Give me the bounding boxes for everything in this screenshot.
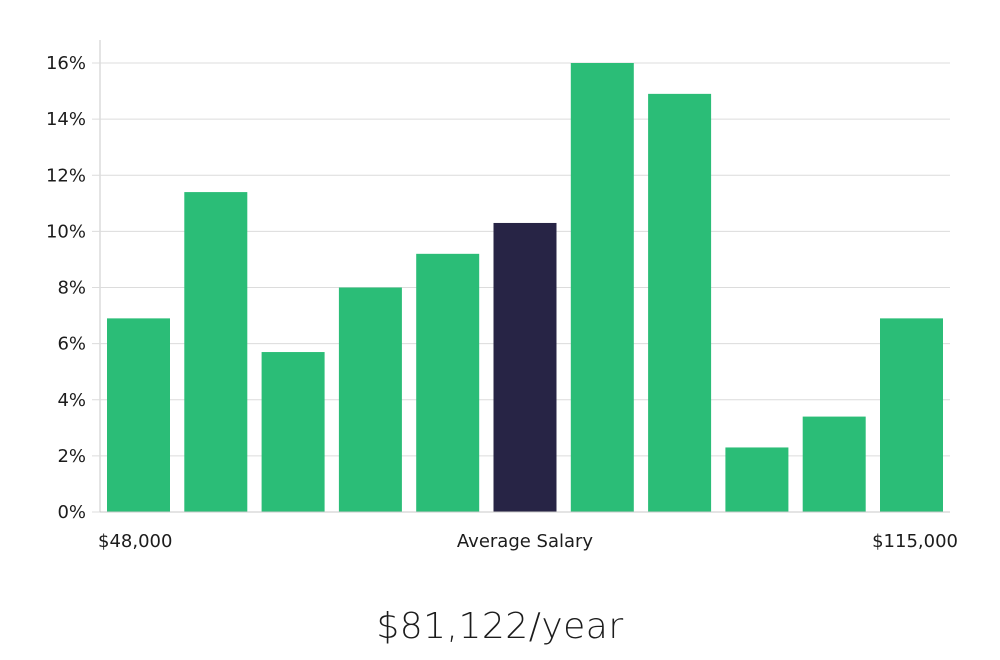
bar <box>725 447 789 512</box>
bar-average-salary <box>493 222 557 513</box>
y-tick-label: 4% <box>57 390 86 411</box>
bar <box>880 318 943 512</box>
bars <box>100 63 950 513</box>
x-start-label: $48,000 <box>98 531 172 552</box>
y-tick-label: 6% <box>57 334 86 355</box>
bar <box>570 63 634 512</box>
bar <box>184 192 248 512</box>
y-tick-label: 14% <box>46 109 86 130</box>
y-tick-label: 16% <box>46 53 86 74</box>
bar <box>648 93 712 513</box>
x-axis-label: Average Salary <box>457 531 594 552</box>
y-tick-label: 0% <box>57 502 86 523</box>
y-tick-label: 10% <box>46 221 86 242</box>
bar <box>338 287 402 512</box>
average-salary-caption: $81,122/year <box>376 606 624 647</box>
bar <box>261 352 325 512</box>
y-tick-label: 12% <box>46 165 86 186</box>
bar <box>802 416 866 512</box>
y-tick-label: 8% <box>57 278 86 299</box>
bar <box>416 253 480 512</box>
y-tick-label: 2% <box>57 446 86 467</box>
bar <box>107 318 170 512</box>
salary-histogram: 0% 2% 4% 6% 8% 10% 12% 14% 16% $48,000 Average S… <box>46 40 958 552</box>
y-axis: 0% 2% 4% 6% 8% 10% 12% 14% 16% <box>46 53 86 523</box>
x-end-label: $115,000 <box>872 531 958 552</box>
